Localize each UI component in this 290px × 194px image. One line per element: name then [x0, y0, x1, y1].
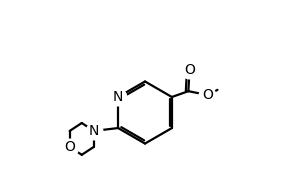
Text: O: O — [184, 63, 195, 77]
Text: N: N — [89, 124, 99, 138]
Text: N: N — [113, 90, 123, 104]
Text: O: O — [64, 140, 75, 154]
Text: O: O — [202, 88, 213, 102]
